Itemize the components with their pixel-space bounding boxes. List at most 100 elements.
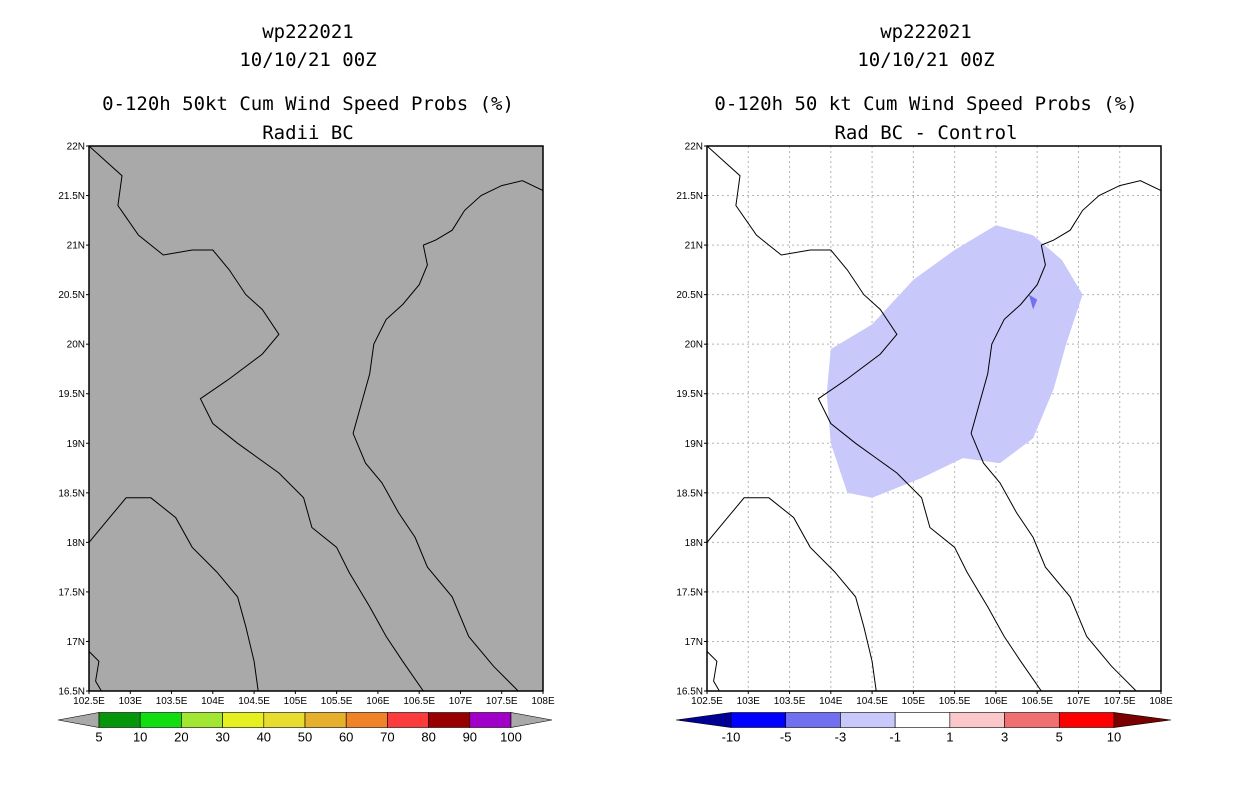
right-colorbar-label: 3: [1001, 730, 1008, 745]
left-lat-tick-label: 21N: [67, 241, 85, 252]
right-lat-tick-label: 21.5N: [676, 191, 703, 202]
left-lat-tick-label: 19.5N: [58, 389, 85, 400]
right-colorbar-swatch: [894, 712, 951, 728]
left-colorbar-label: 100: [500, 730, 522, 745]
left-lat-tick-label: 18N: [67, 538, 85, 549]
right-lon-tick-label: 105E: [902, 696, 926, 707]
left-lat-tick-label: 21.5N: [58, 191, 85, 202]
left-lon-tick-label: 104.5E: [238, 696, 270, 707]
left-datetime: 10/10/21 00Z: [239, 49, 376, 71]
right-lon-tick-label: 107E: [1067, 696, 1091, 707]
left-border: [89, 497, 259, 691]
left-lon-tick-label: 106.5E: [403, 696, 435, 707]
left-map-frame: [88, 145, 544, 692]
right-storm-id: wp222021: [880, 21, 972, 43]
right-lon-tick-label: 106.5E: [1021, 696, 1053, 707]
right-border: [707, 146, 1042, 691]
right-lon-tick-label: 104E: [819, 696, 843, 707]
right-colorbar-swatch: [785, 712, 841, 728]
left-colorbar-swatch: [345, 712, 388, 728]
right-border: [707, 497, 877, 691]
left-colorbar-label: 70: [380, 730, 394, 745]
left-colorbar-label: 20: [174, 730, 188, 745]
right-lon-tick-label: 106E: [984, 696, 1008, 707]
left-lon-tick-label: 103.5E: [156, 696, 188, 707]
right-lon-tick-label: 103.5E: [774, 696, 806, 707]
left-colorbar-swatch: [387, 712, 429, 728]
left-map-panel: 102.5E 103E 103.5E 104E 104.5E 105E 105.5E 106E…: [58, 142, 555, 708]
right-lat-tick-label: 17.5N: [676, 587, 703, 598]
left-lat-tick-label: 22N: [67, 142, 85, 153]
left-lon-tick-label: 104E: [201, 696, 225, 707]
right-title: 0-120h 50 kt Cum Wind Speed Probs (%): [714, 93, 1137, 115]
right-lat-tick-label: 17N: [685, 637, 703, 648]
left-storm-id: wp222021: [262, 21, 354, 43]
left-colorbar-label: 10: [133, 730, 147, 745]
right-lat-tick-label: 18N: [685, 538, 703, 549]
left-title: 0-120h 50kt Cum Wind Speed Probs (%): [102, 93, 514, 115]
right-coastline: [970, 244, 1137, 691]
right-lon-tick-label: 102.5E: [691, 696, 723, 707]
anomaly-spot-minus-5-to-minus-3: [1028, 294, 1038, 310]
right-colorbar-label: 10: [1107, 730, 1121, 745]
left-lon-tick-label: 107E: [449, 696, 473, 707]
left-colorbar: 5 10 20 30 40 50 60 70 80 90 100: [57, 712, 553, 745]
right-coastline-north: [1041, 180, 1161, 246]
left-colorbar-swatch: [263, 712, 306, 728]
left-lat-tick-label: 16.5N: [58, 687, 85, 698]
right-lat-tick-label: 18.5N: [676, 488, 703, 499]
right-border: [707, 651, 720, 691]
left-colorbar-swatch: [428, 712, 471, 728]
left-lon-tick-label: 108E: [531, 696, 555, 707]
right-colorbar-label: -10: [722, 730, 741, 745]
left-subtitle: Radii BC: [262, 122, 354, 144]
left-coastline-north: [423, 180, 543, 246]
right-colorbar-swatch: [1058, 712, 1115, 728]
left-border: [89, 651, 102, 691]
left-lat-tick-label: 20.5N: [58, 290, 85, 301]
right-lon-tick-label: 104.5E: [856, 696, 888, 707]
right-lat-tick-label: 19N: [685, 439, 703, 450]
left-lat-tick-label: 20N: [67, 340, 85, 351]
left-colorbar-label: 40: [257, 730, 271, 745]
left-colorbar-swatch: [139, 712, 182, 728]
left-colorbar-label: 30: [215, 730, 229, 745]
anomaly-region-minus-3-to-minus-1: [826, 225, 1083, 498]
right-colorbar-right-arrow: [1113, 712, 1172, 728]
right-lat-tick-label: 22N: [685, 142, 703, 153]
right-subtitle: Rad BC - Control: [834, 122, 1017, 144]
right-colorbar-label: -5: [780, 730, 792, 745]
left-lon-tick-label: 107.5E: [486, 696, 518, 707]
right-colorbar-label: -1: [889, 730, 901, 745]
right-lat-tick-label: 19.5N: [676, 389, 703, 400]
left-lat-tick-label: 17N: [67, 637, 85, 648]
left-panel-header: wp222021 10/10/21 00Z 0-120h 50kt Cum Wi…: [102, 21, 514, 144]
left-colorbar-label: 50: [298, 730, 312, 745]
left-lat-tick-label: 17.5N: [58, 587, 85, 598]
left-lon-tick-label: 105.5E: [321, 696, 353, 707]
left-coastline: [352, 244, 519, 691]
right-lon-tick-label: 108E: [1149, 696, 1173, 707]
left-colorbar-swatch: [98, 712, 141, 728]
right-lon-tick-label: 105.5E: [939, 696, 971, 707]
left-colorbar-label: 80: [421, 730, 435, 745]
left-border: [89, 146, 424, 691]
right-colorbar-swatch: [840, 712, 896, 728]
right-colorbar-left-arrow: [675, 712, 732, 728]
left-colorbar-label: 60: [339, 730, 353, 745]
right-colorbar-swatch: [1004, 712, 1060, 728]
left-lon-tick-label: 103E: [119, 696, 143, 707]
left-lon-tick-label: 105E: [284, 696, 308, 707]
right-lat-tick-label: 21N: [685, 241, 703, 252]
right-lat-tick-label: 20N: [685, 340, 703, 351]
left-colorbar-left-arrow: [57, 712, 100, 728]
right-colorbar-label: 5: [1056, 730, 1063, 745]
right-map-frame: [706, 145, 1162, 692]
left-colorbar-swatch: [304, 712, 347, 728]
right-lon-tick-label: 103E: [737, 696, 761, 707]
right-panel-header: wp222021 10/10/21 00Z 0-120h 50 kt Cum W…: [714, 21, 1137, 144]
left-colorbar-label: 5: [95, 730, 102, 745]
right-colorbar-swatch: [949, 712, 1005, 728]
left-lat-tick-label: 19N: [67, 439, 85, 450]
